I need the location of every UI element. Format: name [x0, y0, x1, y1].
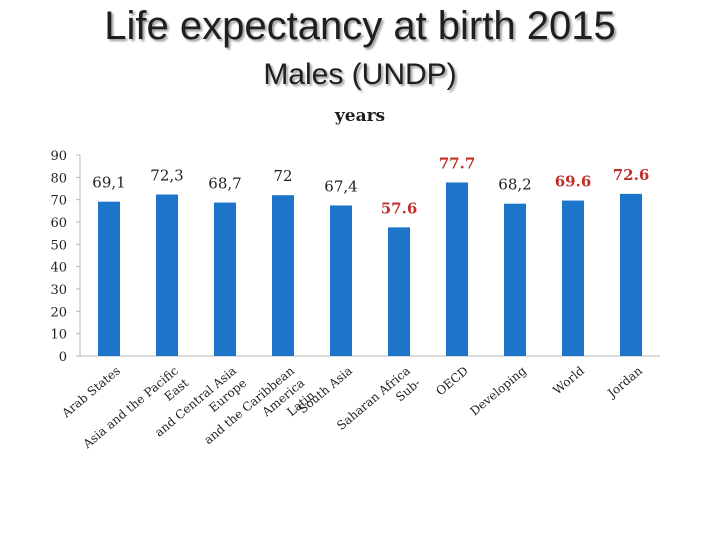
data-label: 72 — [273, 167, 292, 185]
category-label-line: Developing — [467, 363, 529, 418]
category-label-line: OECD — [433, 364, 471, 399]
data-label: 69,1 — [92, 174, 125, 192]
unit-label: years — [334, 106, 386, 126]
y-tick-label: 0 — [59, 350, 67, 365]
y-tick-label: 70 — [50, 194, 67, 209]
y-tick-label: 30 — [50, 283, 67, 298]
y-tick-label: 40 — [50, 261, 67, 276]
data-label: 68,2 — [498, 176, 531, 194]
bar — [330, 205, 352, 356]
bar — [562, 200, 584, 356]
y-ticks: 0 10 20 30 40 50 60 70 80 90 — [50, 149, 80, 365]
bar — [98, 201, 120, 356]
category-label-line: Asia and the Pacific — [80, 363, 181, 451]
category-label-line: World — [550, 363, 587, 397]
category-label: World — [550, 363, 587, 397]
category-label: Developing — [467, 363, 529, 418]
data-label: 77.7 — [439, 154, 476, 172]
bar — [504, 203, 526, 356]
bar — [272, 195, 294, 356]
data-label: 72,3 — [150, 167, 183, 185]
category-label-line: Jordan — [603, 363, 645, 401]
category-label-line: South Asia — [296, 364, 355, 417]
data-label: 57.6 — [381, 199, 418, 217]
y-tick-label: 60 — [50, 216, 67, 231]
y-tick-label: 10 — [50, 328, 67, 343]
chart-subtitle: Males (UNDP) — [263, 58, 457, 91]
category-label: South Asia — [296, 364, 355, 417]
bar — [388, 227, 410, 356]
data-label: 69.6 — [555, 173, 592, 191]
y-tick-label: 50 — [50, 238, 67, 253]
data-label: 67,4 — [324, 177, 357, 195]
bars — [98, 182, 642, 356]
data-labels: 69,1 72,3 68,7 72 67,4 57.6 77.7 68,2 69.6 72.6 — [92, 154, 649, 217]
category-label: Jordan — [603, 363, 645, 401]
bar — [156, 194, 178, 356]
bar — [620, 193, 642, 356]
bar — [214, 202, 236, 356]
y-tick-label: 80 — [50, 171, 67, 186]
data-label: 68,7 — [208, 175, 241, 193]
category-label: OECD — [433, 364, 471, 399]
y-tick-label: 90 — [50, 149, 67, 164]
chart-title: Life expectancy at birth 2015 — [104, 4, 616, 48]
data-label: 72.6 — [613, 166, 650, 184]
bar — [446, 182, 468, 356]
y-tick-label: 20 — [50, 305, 67, 320]
